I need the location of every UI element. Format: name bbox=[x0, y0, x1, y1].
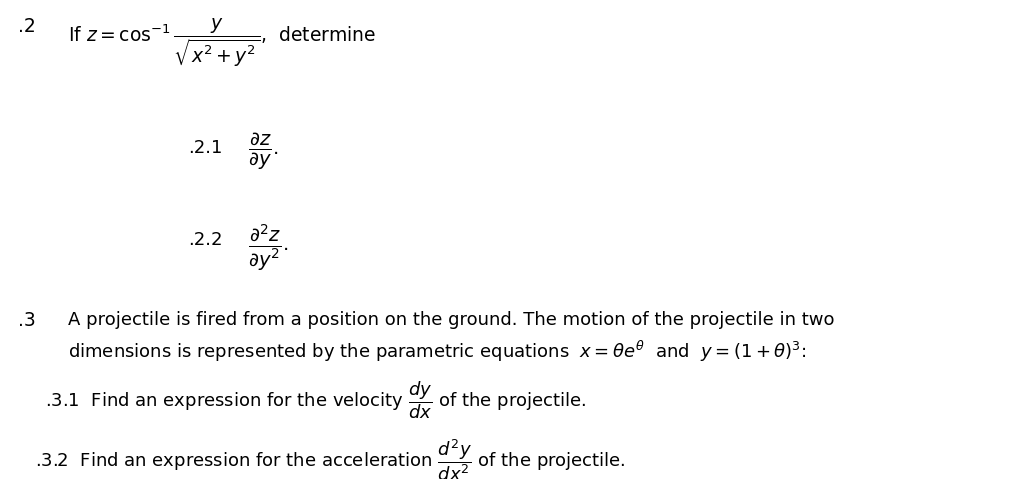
Text: .3: .3 bbox=[18, 311, 36, 330]
Text: dimensions is represented by the parametric equations  $x = \theta e^{\theta}$  : dimensions is represented by the paramet… bbox=[68, 339, 807, 364]
Text: $\dfrac{\partial z}{\partial y}$.: $\dfrac{\partial z}{\partial y}$. bbox=[248, 131, 278, 172]
Text: A projectile is fired from a position on the ground. The motion of the projectil: A projectile is fired from a position on… bbox=[68, 311, 834, 329]
Text: If $z = \cos^{-1} \dfrac{y}{\sqrt{x^2 + y^2}}$,  determine: If $z = \cos^{-1} \dfrac{y}{\sqrt{x^2 + … bbox=[68, 17, 376, 69]
Text: .3.2  Find an expression for the acceleration $\dfrac{d^2 y}{dx^2}$ of the proje: .3.2 Find an expression for the accelera… bbox=[35, 437, 625, 479]
Text: .3.1  Find an expression for the velocity $\dfrac{dy}{dx}$ of the projectile.: .3.1 Find an expression for the velocity… bbox=[45, 379, 586, 421]
Text: .2: .2 bbox=[18, 17, 36, 36]
Text: .2.1: .2.1 bbox=[188, 139, 222, 157]
Text: .2.2: .2.2 bbox=[188, 231, 222, 249]
Text: $\dfrac{\partial^2 z}{\partial y^2}$.: $\dfrac{\partial^2 z}{\partial y^2}$. bbox=[248, 223, 288, 274]
